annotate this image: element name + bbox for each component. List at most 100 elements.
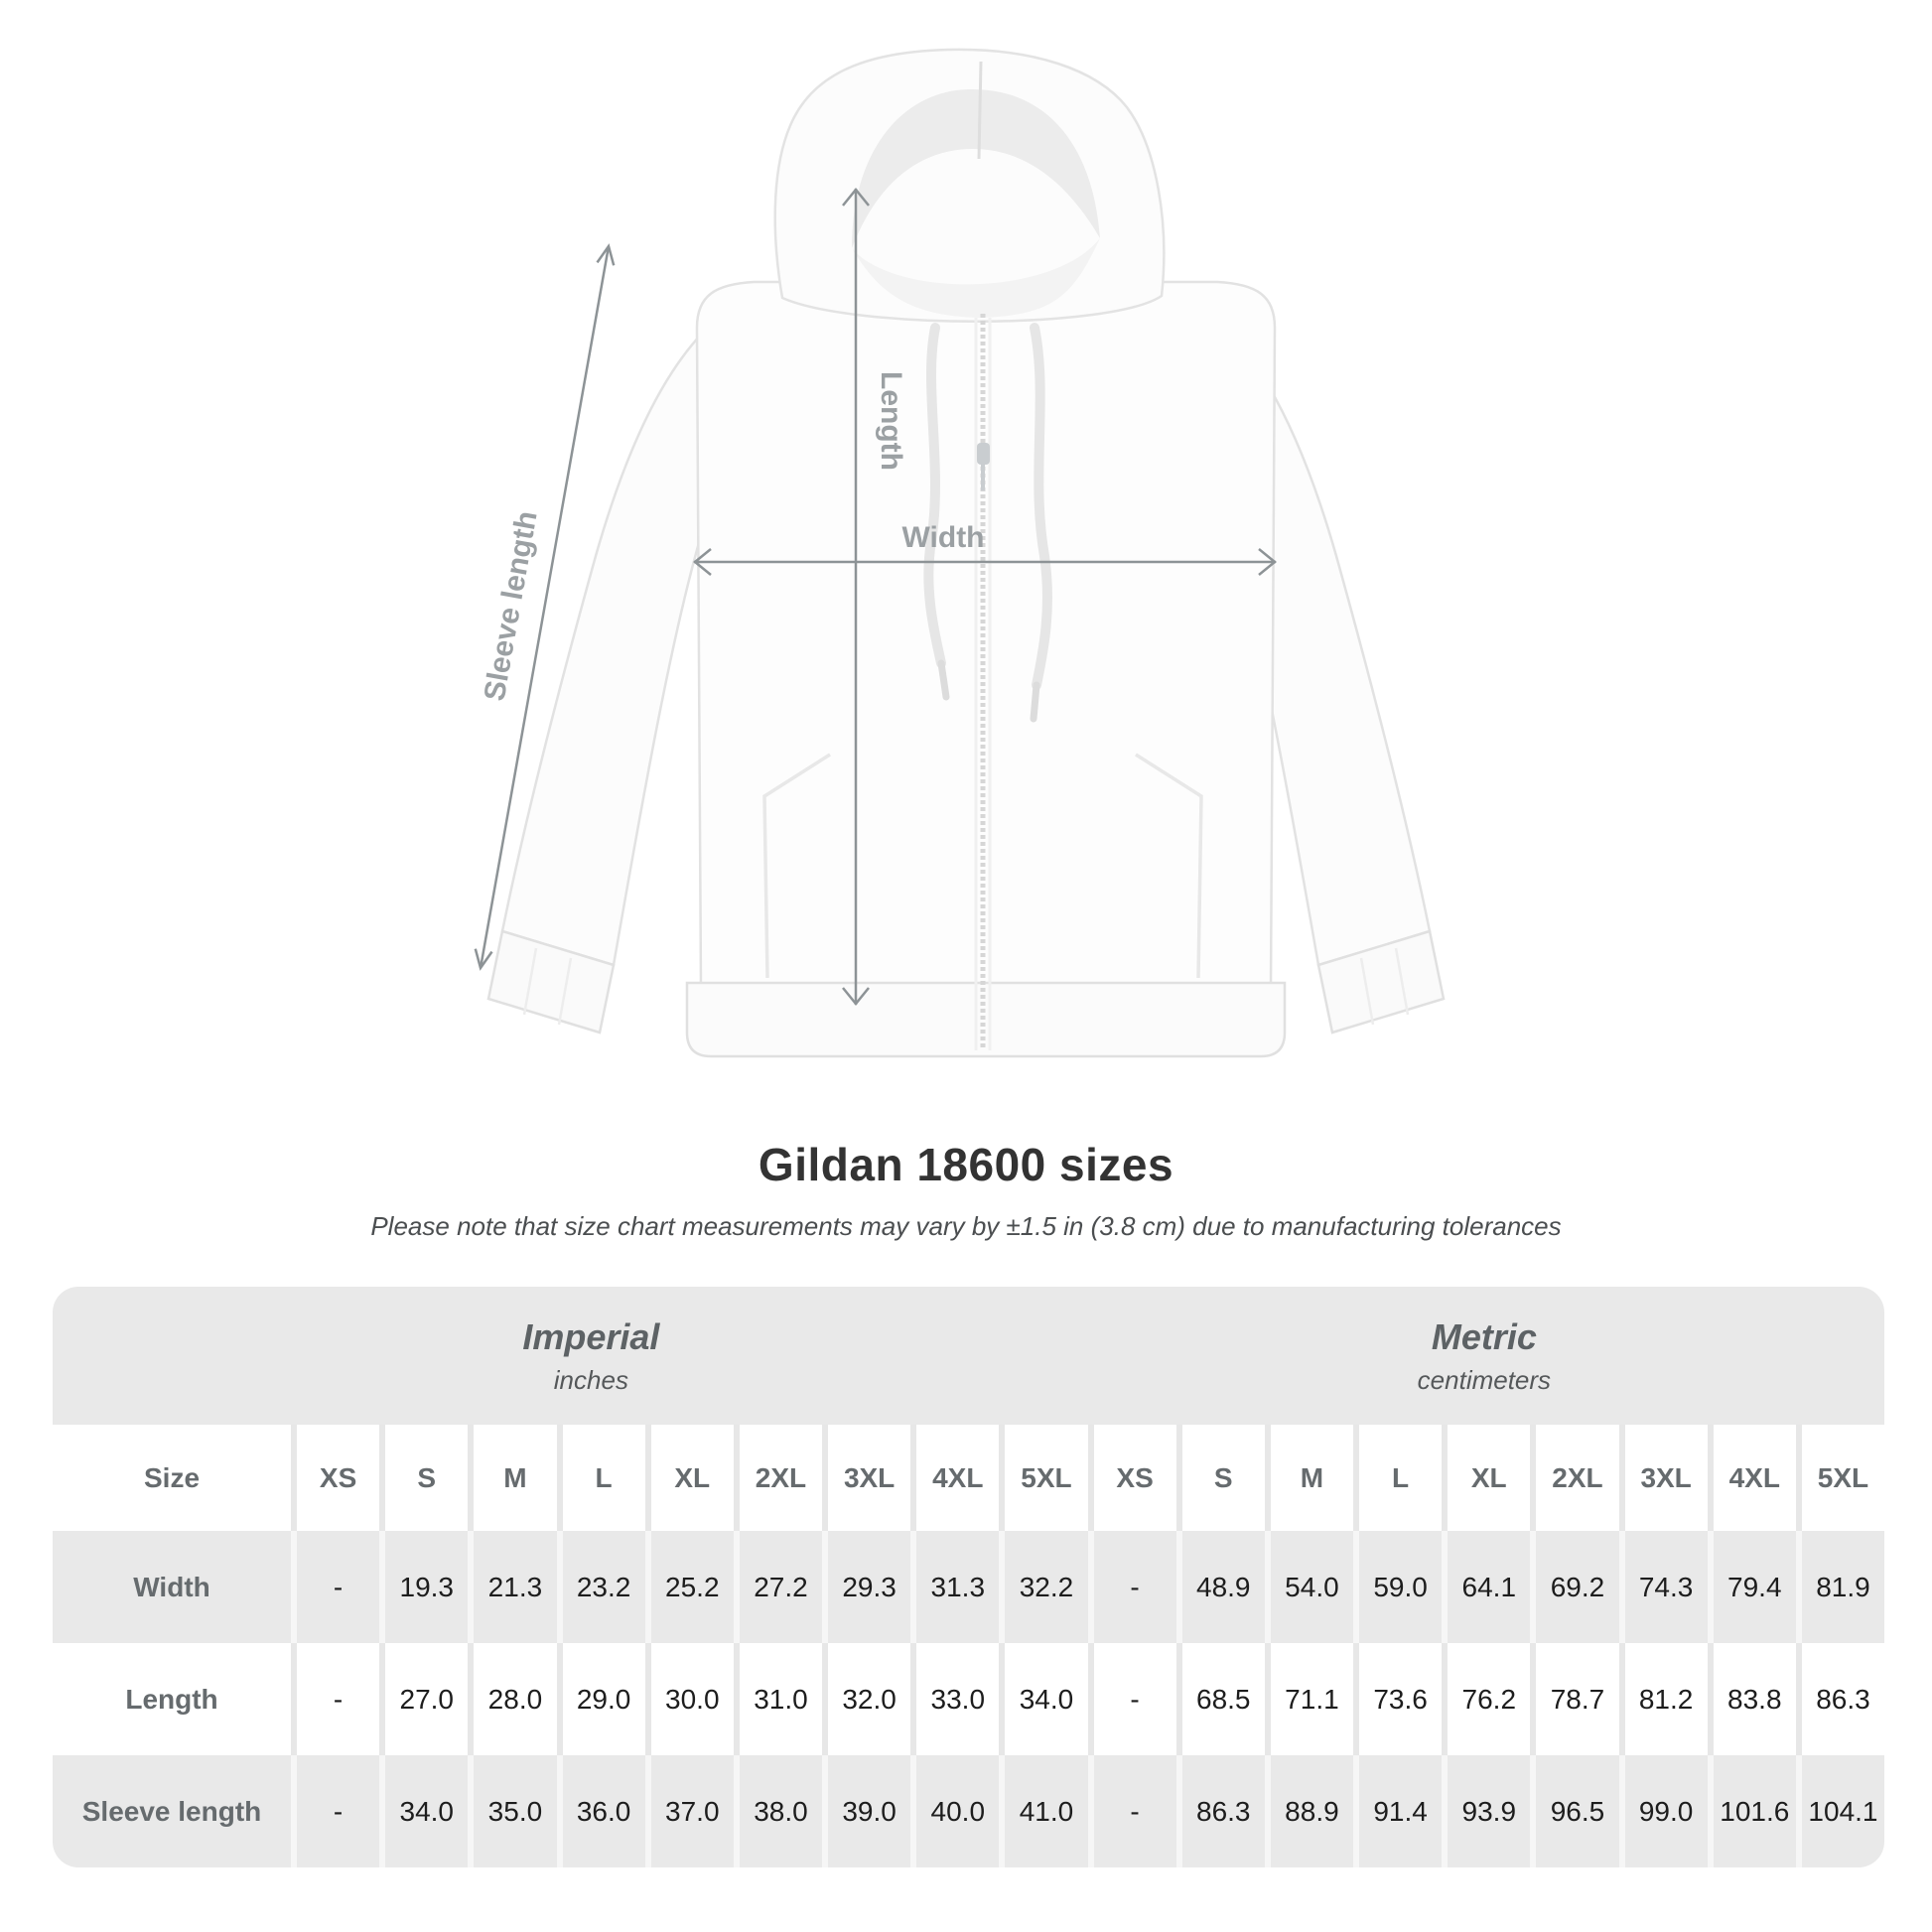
hoodie-right-pocket bbox=[1135, 753, 1203, 979]
value-cell: 30.0 bbox=[644, 1643, 734, 1755]
hoodie-left-pocket bbox=[762, 753, 831, 979]
hoodie-left-cuff bbox=[486, 929, 616, 1035]
row-label-sleeve-length: Sleeve length bbox=[53, 1755, 291, 1867]
value-cell: 23.2 bbox=[556, 1531, 645, 1643]
value-cell: 21.3 bbox=[468, 1531, 557, 1643]
drawstring-right bbox=[1030, 323, 1052, 690]
value-cell: 34.0 bbox=[379, 1755, 469, 1867]
value-cell: 88.9 bbox=[1264, 1755, 1354, 1867]
value-cell: 31.3 bbox=[910, 1531, 1000, 1643]
size-header-cell: 3XL bbox=[822, 1425, 911, 1531]
sleeve-arrowhead-top bbox=[596, 243, 616, 266]
row-label-length: Length bbox=[53, 1643, 291, 1755]
size-header-cell: L bbox=[1353, 1425, 1443, 1531]
value-cell: 38.0 bbox=[733, 1755, 823, 1867]
size-header-cell: 2XL bbox=[733, 1425, 823, 1531]
value-cell: 86.3 bbox=[1795, 1643, 1884, 1755]
drawstring-left-aglet bbox=[937, 659, 950, 701]
size-table: Imperial inches Metric centimeters Size … bbox=[53, 1287, 1884, 1867]
measurement-arrows bbox=[474, 188, 1277, 1006]
value-cell: 68.5 bbox=[1175, 1643, 1265, 1755]
table-row-width: Width -19.3 21.3 23.2 25.2 27.2 29.3 31.3 32.2 … bbox=[53, 1531, 1884, 1643]
size-header-cell: 4XL bbox=[1707, 1425, 1796, 1531]
value-cell: - bbox=[1087, 1531, 1176, 1643]
value-cell: 74.3 bbox=[1618, 1531, 1708, 1643]
hoodie-illustration: Length Width Sleeve length bbox=[474, 48, 1446, 1058]
value-cell: 93.9 bbox=[1442, 1755, 1531, 1867]
value-cell: 96.5 bbox=[1530, 1755, 1619, 1867]
size-header-cell: 3XL bbox=[1618, 1425, 1708, 1531]
value-cell: 36.0 bbox=[556, 1755, 645, 1867]
value-cell: 34.0 bbox=[999, 1643, 1088, 1755]
imperial-header: Imperial inches bbox=[53, 1287, 1084, 1425]
size-header-cell: XL bbox=[644, 1425, 734, 1531]
value-cell: 81.2 bbox=[1618, 1643, 1708, 1755]
value-cell: 83.8 bbox=[1707, 1643, 1796, 1755]
value-cell: - bbox=[291, 1531, 380, 1643]
value-cell: 101.6 bbox=[1707, 1755, 1796, 1867]
size-header-cell: XS bbox=[1087, 1425, 1176, 1531]
sleeve-values-imperial: -34.0 35.0 36.0 37.0 38.0 39.0 40.0 41.0 bbox=[291, 1755, 1088, 1867]
size-header-cell: 4XL bbox=[910, 1425, 1000, 1531]
size-column-header: Size bbox=[53, 1425, 291, 1531]
hoodie-hood bbox=[773, 48, 1166, 323]
value-cell: 39.0 bbox=[822, 1755, 911, 1867]
metric-sublabel: centimeters bbox=[1417, 1364, 1552, 1395]
width-measure-label: Width bbox=[901, 521, 984, 554]
tolerance-note: Please note that size chart measurements… bbox=[370, 1211, 1562, 1241]
value-cell: - bbox=[1087, 1755, 1176, 1867]
table-row-sleeve-length: Sleeve length -34.0 35.0 36.0 37.0 38.0 39.0 4… bbox=[53, 1755, 1884, 1867]
value-cell: 59.0 bbox=[1353, 1531, 1443, 1643]
table-row-length: Length -27.0 28.0 29.0 30.0 31.0 32.0 33.0 34.0… bbox=[53, 1643, 1884, 1755]
value-cell: 33.0 bbox=[910, 1643, 1000, 1755]
value-cell: 41.0 bbox=[999, 1755, 1088, 1867]
value-cell: 78.7 bbox=[1530, 1643, 1619, 1755]
value-cell: 29.3 bbox=[822, 1531, 911, 1643]
hood-loop bbox=[977, 61, 983, 160]
zipper-slider bbox=[977, 443, 990, 465]
value-cell: - bbox=[1087, 1643, 1176, 1755]
size-header-cell: XS bbox=[291, 1425, 380, 1531]
metric-label: Metric bbox=[1431, 1315, 1537, 1357]
size-header-cell: 5XL bbox=[999, 1425, 1088, 1531]
size-header-cell: 5XL bbox=[1795, 1425, 1884, 1531]
value-cell: 27.2 bbox=[733, 1531, 823, 1643]
length-arrowhead-bottom bbox=[842, 987, 870, 1006]
metric-header: Metric centimeters bbox=[1084, 1287, 1884, 1425]
value-cell: 64.1 bbox=[1442, 1531, 1531, 1643]
width-arrowhead-left bbox=[693, 548, 712, 576]
value-cell: 48.9 bbox=[1175, 1531, 1265, 1643]
value-cell: 19.3 bbox=[379, 1531, 469, 1643]
value-cell: 71.1 bbox=[1264, 1643, 1354, 1755]
hoodie-right-cuff bbox=[1316, 929, 1446, 1035]
value-cell: 54.0 bbox=[1264, 1531, 1354, 1643]
value-cell: 99.0 bbox=[1618, 1755, 1708, 1867]
drawstring-left bbox=[923, 323, 946, 668]
value-cell: - bbox=[291, 1643, 380, 1755]
size-header-cell: S bbox=[379, 1425, 469, 1531]
size-headers-imperial: XS S M L XL 2XL 3XL 4XL 5XL bbox=[291, 1425, 1088, 1531]
value-cell: 104.1 bbox=[1795, 1755, 1884, 1867]
page-title: Gildan 18600 sizes bbox=[758, 1139, 1174, 1190]
value-cell: - bbox=[291, 1755, 380, 1867]
value-cell: 73.6 bbox=[1353, 1643, 1443, 1755]
unit-header-band: Imperial inches Metric centimeters bbox=[53, 1287, 1884, 1425]
hood-inner-shadow bbox=[852, 88, 1100, 249]
size-header-cell: S bbox=[1175, 1425, 1265, 1531]
imperial-label: Imperial bbox=[522, 1315, 660, 1357]
value-cell: 25.2 bbox=[644, 1531, 734, 1643]
value-cell: 81.9 bbox=[1795, 1531, 1884, 1643]
length-values-metric: -68.5 71.1 73.6 76.2 78.7 81.2 83.8 86.3 bbox=[1087, 1643, 1884, 1755]
hoodie-measurement-diagram: Length Width Sleeve length bbox=[474, 48, 1446, 1058]
length-arrowhead-top bbox=[842, 188, 870, 207]
value-cell: 32.0 bbox=[822, 1643, 911, 1755]
size-header-cell: M bbox=[1264, 1425, 1354, 1531]
value-cell: 27.0 bbox=[379, 1643, 469, 1755]
length-values-imperial: -27.0 28.0 29.0 30.0 31.0 32.0 33.0 34.0 bbox=[291, 1643, 1088, 1755]
value-cell: 40.0 bbox=[910, 1755, 1000, 1867]
table-row-sizes: Size XS S M L XL 2XL 3XL 4XL 5XL XS S M L XL 2XL 3XL 4X… bbox=[53, 1425, 1884, 1531]
value-cell: 32.2 bbox=[999, 1531, 1088, 1643]
sleeve-arrowhead-bottom bbox=[474, 948, 493, 971]
value-cell: 91.4 bbox=[1353, 1755, 1443, 1867]
